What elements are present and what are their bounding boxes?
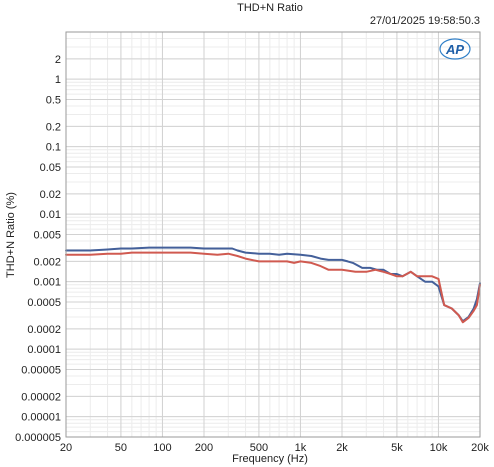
y-tick-label: 0.0002 — [27, 324, 61, 336]
x-tick-label: 50 — [115, 442, 127, 454]
x-tick-labels: 20 50 100 200 500 1k 2k 5k 10k 20k — [60, 442, 489, 454]
series-layer — [65, 246, 481, 324]
plot-frame — [65, 31, 481, 438]
x-tick-label: 1k — [295, 442, 307, 454]
y-tick-label: 0.5 — [46, 95, 61, 107]
y-tick-label: 0.00002 — [21, 391, 61, 403]
y-tick-label: 0.02 — [40, 189, 61, 201]
ap-logo-swoosh — [439, 38, 471, 60]
x-tick-label: 500 — [250, 442, 268, 454]
ap-logo: AP — [439, 38, 471, 60]
x-tick-label: 20k — [471, 442, 489, 454]
y-tick-label: 0.05 — [40, 162, 61, 174]
y-tick-label: 0.002 — [33, 256, 61, 268]
x-tick-label: 10k — [430, 442, 448, 454]
y-tick-label: 0.0005 — [27, 297, 61, 309]
y-tick-label: 0.001 — [33, 277, 61, 289]
y-tick-label: 0.1 — [46, 142, 61, 154]
y-tick-labels: 2 1 0.5 0.2 0.1 0.05 0.02 0.01 0.005 0.002 0.001 0.… — [15, 54, 61, 444]
y-tick-label: 2 — [55, 54, 61, 66]
x-tick-label: 200 — [195, 442, 213, 454]
y-axis-label: THD+N Ratio (%) — [5, 192, 17, 278]
ap-logo-text: AP — [445, 42, 464, 57]
y-tick-label: 0.00005 — [21, 365, 61, 377]
x-tick-label: 5k — [391, 442, 403, 454]
y-tick-label: 0.00001 — [21, 412, 61, 424]
y-tick-label: 0.01 — [40, 209, 61, 221]
y-tick-label: 0.000005 — [15, 432, 61, 444]
y-tick-label: 0.0001 — [27, 344, 61, 356]
series-line-2 — [65, 251, 481, 324]
x-tick-label: 100 — [153, 442, 171, 454]
x-axis-label: Frequency (Hz) — [232, 453, 308, 465]
timestamp: 27/01/2025 19:58:50.3 — [370, 15, 480, 27]
y-tick-label: 0.2 — [46, 121, 61, 133]
chart-title: THD+N Ratio — [237, 2, 303, 14]
x-tick-label: 2k — [336, 442, 348, 454]
y-tick-label: 1 — [55, 74, 61, 86]
y-tick-label: 0.005 — [33, 230, 61, 242]
x-tick-label: 20 — [60, 442, 72, 454]
